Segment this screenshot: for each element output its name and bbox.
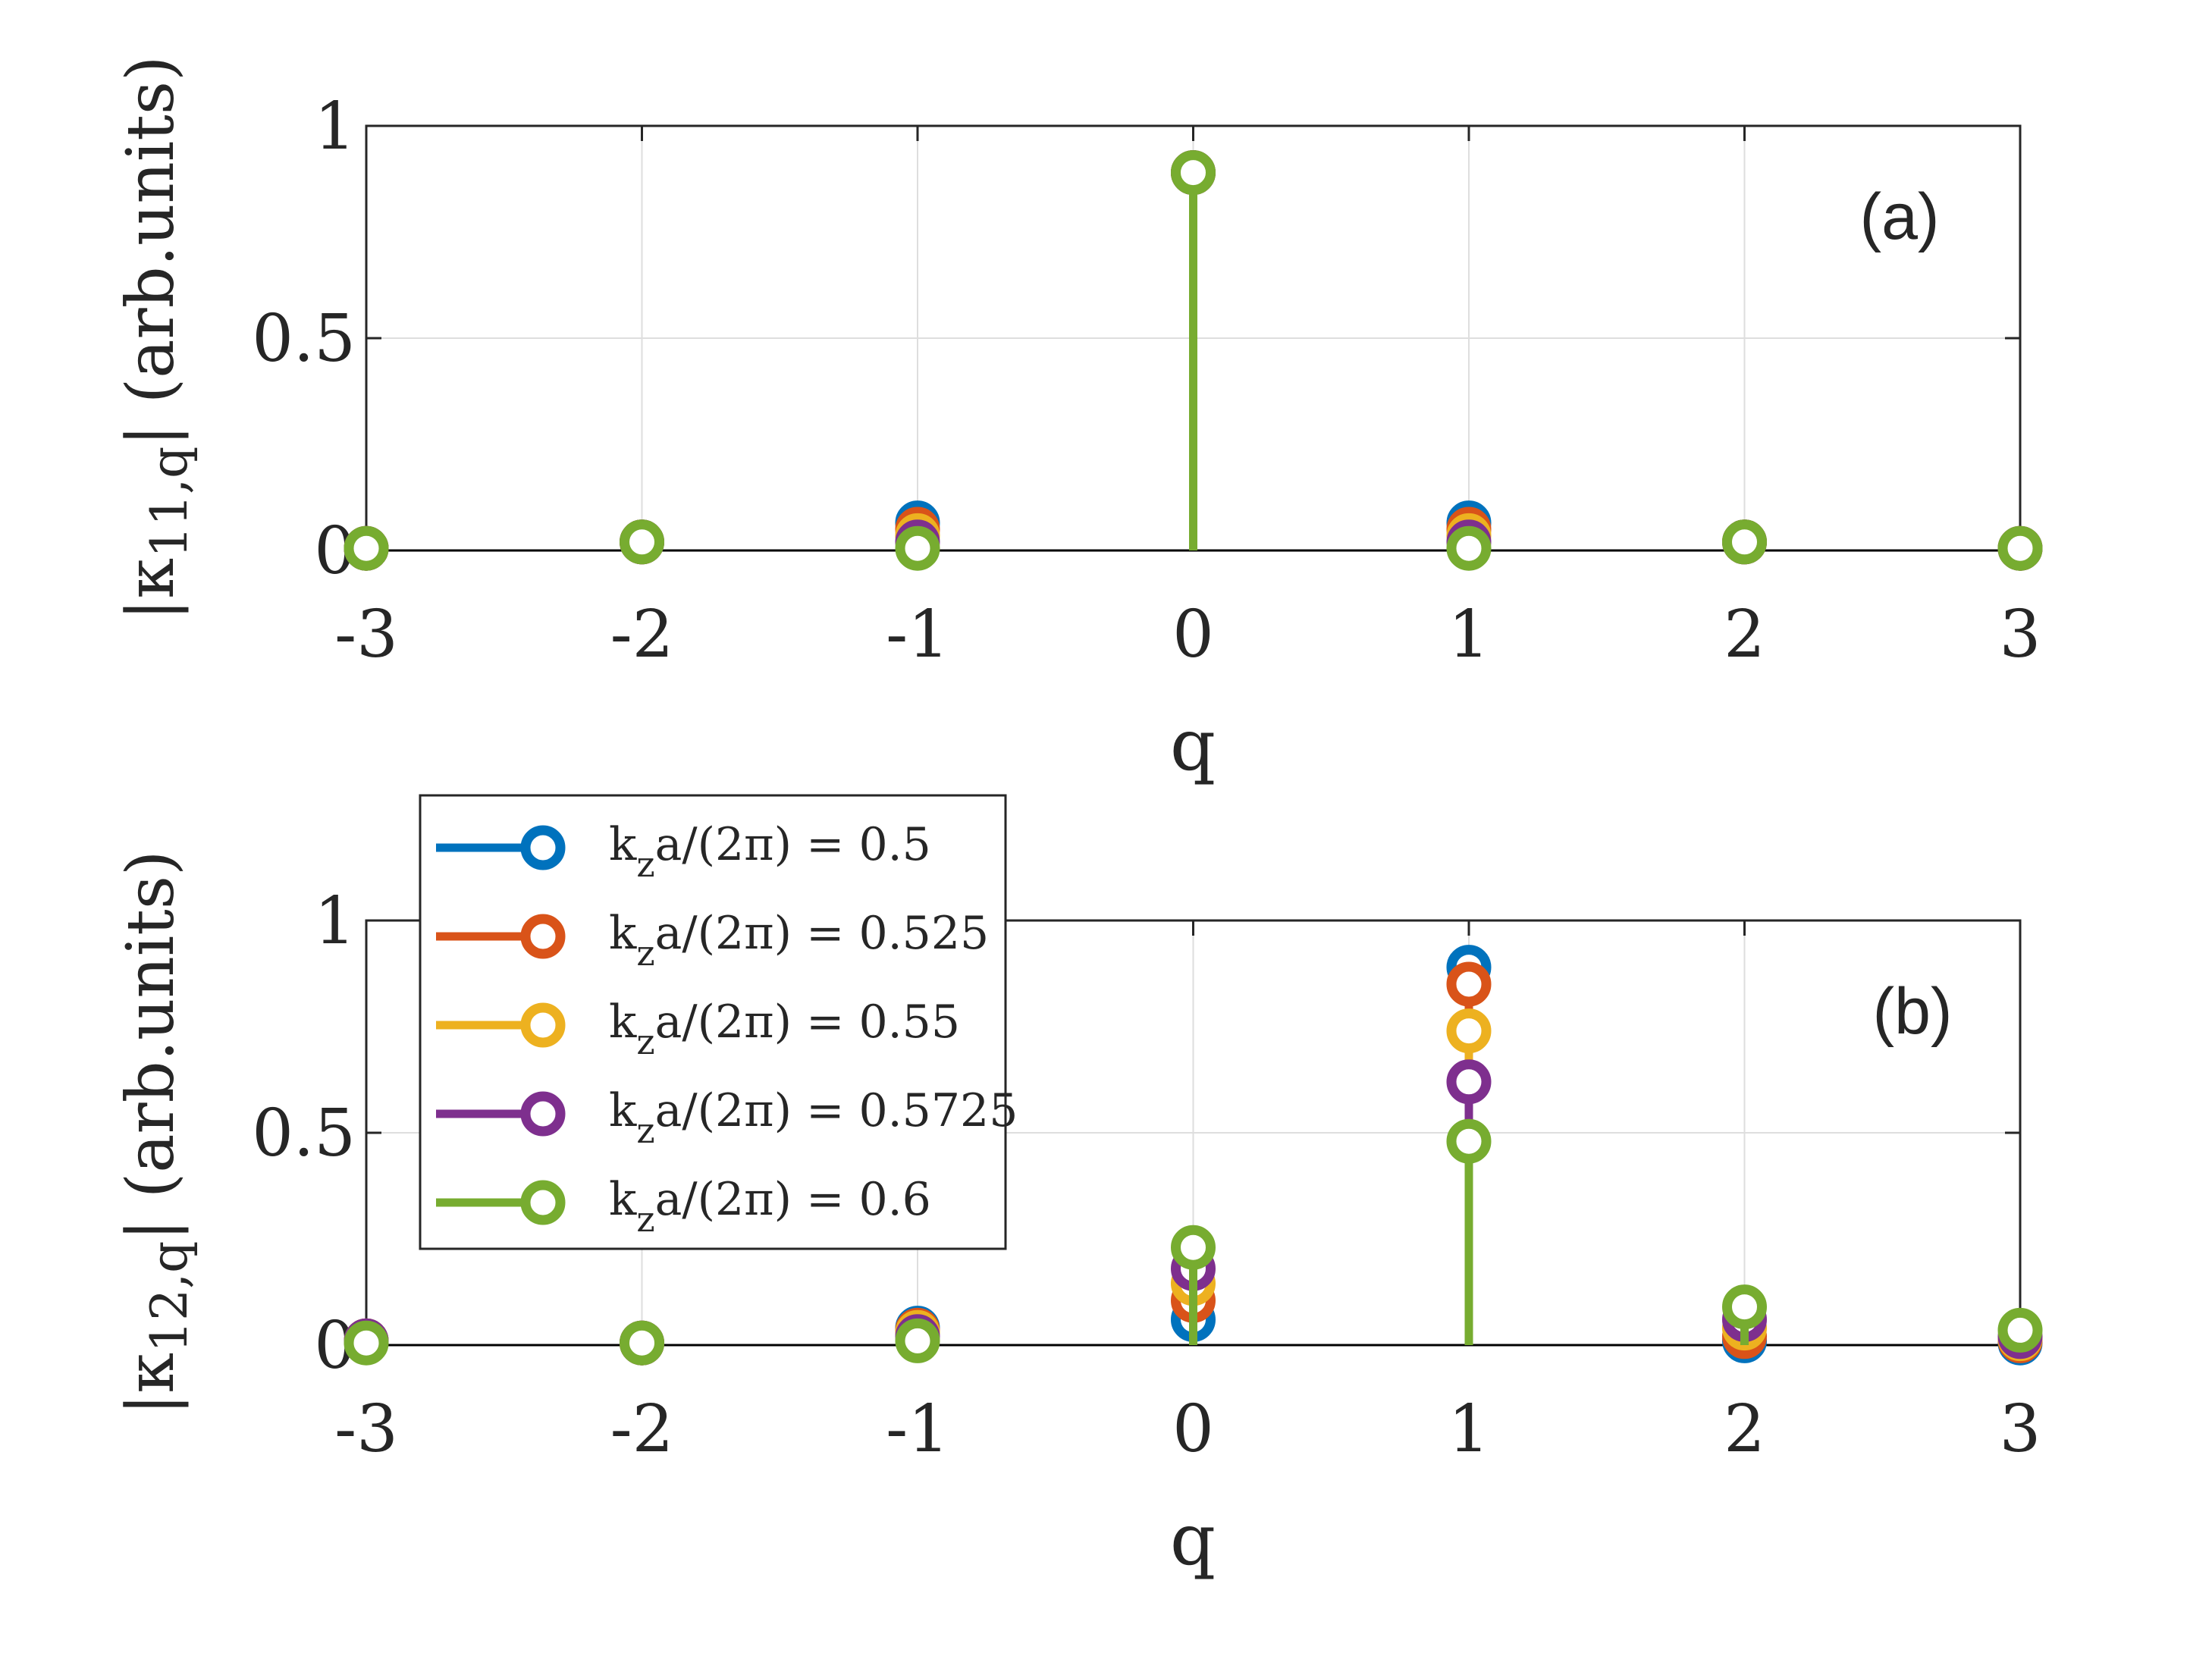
panel-a-stems — [344, 150, 2043, 571]
panel-a-ytick-label: 1 — [314, 89, 356, 165]
panel-b-stem-marker — [895, 1318, 940, 1363]
panel-b-stem-marker — [620, 1320, 664, 1366]
legend-label-pre: k — [609, 996, 637, 1049]
legend-item-5: kza/(2π) = 0.6 — [436, 1173, 931, 1240]
legend-label: kza/(2π) = 0.525 — [609, 907, 989, 974]
panel-a-xtick-label: -2 — [610, 597, 674, 673]
panel-a-xtick-label: 1 — [1448, 597, 1490, 673]
panel-a-xtick-label: -1 — [886, 597, 949, 673]
panel-a-ylabel-sub: 11,q — [140, 447, 199, 558]
panel-b-ylabel-pre: |κ — [113, 1353, 189, 1416]
legend-label-sub: z — [636, 1021, 654, 1062]
panel-a-stem-marker — [1446, 525, 1492, 571]
panel-a-xtick-label: 0 — [1172, 597, 1214, 673]
legend-swatch-marker — [520, 1091, 566, 1137]
panel-b-stem-marker — [344, 1320, 389, 1366]
legend-label: kza/(2π) = 0.55 — [609, 996, 960, 1062]
legend-label-pre: k — [609, 907, 637, 960]
legend-label: kza/(2π) = 0.5 — [609, 818, 931, 885]
panel-b-stem-marker — [1446, 1059, 1492, 1105]
panel-a-ytick-label: 0.5 — [252, 301, 356, 377]
panel-a-stem-marker — [1997, 525, 2043, 571]
panel-a-stem-marker — [1171, 150, 1216, 196]
panel-a-xlabel: q — [1170, 704, 1216, 787]
panel-b-stem-marker — [1446, 1008, 1492, 1054]
legend-label-sub: z — [636, 933, 654, 974]
panel-b-xtick-label: 2 — [1724, 1391, 1765, 1467]
panel-b-xtick-label: -1 — [886, 1391, 949, 1467]
panel-a-ylabel-pre: |κ — [113, 558, 189, 621]
panel-a-ylabel-post: | (arb.units) — [113, 55, 189, 446]
panel-b-xtick-label: 3 — [2000, 1391, 2041, 1467]
panel-a-ticks: -3 -2 -1 0 1 2 300.51 — [252, 89, 2041, 673]
panel-a-ylabel: |κ11,q| (arb.units) — [113, 55, 199, 620]
legend-label-post: a/(2π) = 0.5725 — [655, 1084, 1018, 1137]
panel-a-stem-marker — [895, 525, 940, 571]
panel-b-series-5 — [344, 1118, 2043, 1366]
legend-label-post: a/(2π) = 0.525 — [655, 907, 990, 960]
panel-b-ylabel: |κ12,q| (arb.units) — [113, 850, 199, 1415]
panel-b-ytick-label: 1 — [314, 883, 356, 959]
legend-swatch-marker — [520, 914, 566, 959]
panel-a-stem-marker — [620, 519, 664, 565]
legend-item-3: kza/(2π) = 0.55 — [436, 996, 960, 1062]
panel-a-xtick-label: 2 — [1724, 597, 1765, 673]
panel-b-stem-marker — [1997, 1307, 2043, 1353]
legend-swatch-marker — [520, 825, 566, 870]
legend-item-1: kza/(2π) = 0.5 — [436, 818, 931, 885]
legend-label-post: a/(2π) = 0.6 — [655, 1173, 931, 1226]
panel-a-xtick-label: 3 — [2000, 597, 2041, 673]
panel-b-ytick-label: 0.5 — [252, 1096, 356, 1171]
legend-item-2: kza/(2π) = 0.525 — [436, 907, 989, 974]
legend-label-pre: k — [609, 1173, 637, 1226]
legend-item-4: kza/(2π) = 0.5725 — [436, 1084, 1018, 1151]
panel-a-stem-marker — [1722, 519, 1767, 565]
panel-b-ylabel-post: | (arb.units) — [113, 850, 189, 1240]
panel-a: -3 -2 -1 0 1 2 300.51 (a) q |κ11,q| (arb.units… — [113, 55, 2043, 787]
panel-b-stem-marker — [1446, 961, 1492, 1007]
panel-b-stem-marker — [1446, 1118, 1492, 1164]
legend-label-sub: z — [636, 1199, 654, 1240]
legend-label-post: a/(2π) = 0.5 — [655, 818, 931, 871]
panel-b-label: (b) — [1872, 975, 1952, 1048]
legend-label-pre: k — [609, 1084, 637, 1137]
legend-label-sub: z — [636, 844, 654, 885]
legend-label-sub: z — [636, 1110, 654, 1151]
panel-b-xtick-label: -2 — [610, 1391, 674, 1467]
panel-a-label: (a) — [1859, 180, 1939, 253]
panel-b-xlabel: q — [1170, 1499, 1216, 1582]
panel-b-stem-marker — [1171, 1225, 1216, 1270]
panel-a-stem-marker — [344, 525, 389, 571]
legend-swatch-marker — [520, 1002, 566, 1048]
panel-b-xtick-label: 0 — [1172, 1391, 1214, 1467]
panel-a-series-5 — [344, 150, 2043, 571]
panel-b-xtick-label: -3 — [334, 1391, 398, 1467]
legend-label-post: a/(2π) = 0.55 — [655, 996, 960, 1049]
panel-a-xtick-label: -3 — [334, 597, 398, 673]
legend-label: kza/(2π) = 0.5725 — [609, 1084, 1018, 1151]
panel-b-stem-marker — [1722, 1284, 1767, 1330]
panel-b-stems — [344, 945, 2043, 1366]
panel-b-ylabel-sub: 12,q — [140, 1241, 199, 1353]
legend-label-pre: k — [609, 818, 637, 871]
legend-label: kza/(2π) = 0.6 — [609, 1173, 931, 1240]
legend-swatch-marker — [520, 1180, 566, 1225]
panel-b-xtick-label: 1 — [1448, 1391, 1490, 1467]
